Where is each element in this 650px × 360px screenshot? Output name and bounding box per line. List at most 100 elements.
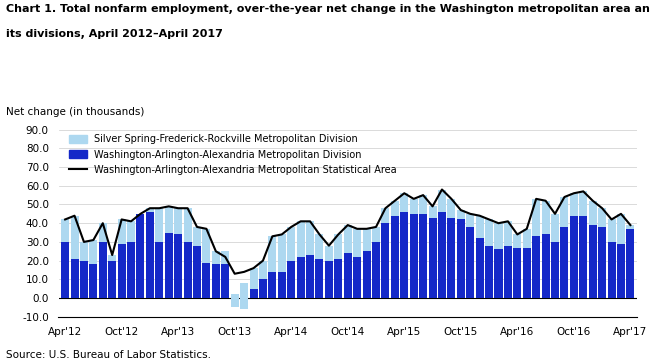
Bar — [579, 216, 588, 298]
Bar — [598, 227, 606, 298]
Bar — [183, 208, 192, 242]
Bar — [589, 201, 597, 225]
Bar — [164, 233, 173, 298]
Bar — [485, 220, 493, 246]
Bar — [61, 220, 69, 242]
Bar — [212, 264, 220, 298]
Bar — [382, 208, 389, 223]
Bar — [523, 248, 531, 298]
Text: Source: U.S. Bureau of Labor Statistics.: Source: U.S. Bureau of Labor Statistics. — [6, 350, 211, 360]
Bar — [570, 193, 578, 216]
Bar — [551, 242, 559, 298]
Bar — [70, 259, 79, 298]
Bar — [541, 201, 550, 234]
Bar — [363, 229, 370, 251]
Bar — [315, 234, 324, 259]
Bar — [372, 227, 380, 242]
Bar — [400, 193, 408, 212]
Bar — [325, 246, 333, 261]
Bar — [268, 272, 276, 298]
Bar — [457, 220, 465, 298]
Bar — [457, 210, 465, 220]
Bar — [532, 236, 540, 298]
Bar — [485, 246, 493, 298]
Bar — [174, 234, 182, 298]
Bar — [391, 216, 399, 298]
Bar — [296, 221, 305, 257]
Bar — [278, 272, 286, 298]
Bar — [136, 214, 144, 298]
Bar — [99, 242, 107, 298]
Bar — [382, 223, 389, 298]
Bar — [146, 208, 154, 212]
Bar — [438, 189, 446, 212]
Bar — [268, 236, 276, 272]
Bar — [617, 214, 625, 244]
Bar — [344, 225, 352, 253]
Bar — [334, 234, 343, 259]
Bar — [363, 251, 370, 298]
Bar — [391, 201, 399, 216]
Legend: Silver Spring-Frederick-Rockville Metropolitan Division, Washington-Arlington-Al: Silver Spring-Frederick-Rockville Metrop… — [69, 135, 397, 175]
Bar — [99, 223, 107, 242]
Bar — [579, 192, 588, 216]
Bar — [523, 229, 531, 248]
Bar — [353, 229, 361, 257]
Bar — [287, 261, 295, 298]
Bar — [146, 212, 154, 298]
Bar — [287, 227, 295, 261]
Bar — [231, 294, 239, 307]
Bar — [118, 244, 125, 298]
Bar — [410, 214, 418, 298]
Bar — [108, 261, 116, 298]
Bar — [240, 298, 248, 309]
Bar — [617, 244, 625, 298]
Bar — [250, 268, 257, 289]
Bar — [504, 221, 512, 246]
Bar — [598, 208, 606, 227]
Bar — [278, 234, 286, 272]
Bar — [164, 206, 173, 233]
Bar — [221, 251, 229, 264]
Bar — [608, 220, 616, 242]
Bar — [551, 214, 559, 242]
Bar — [608, 242, 616, 298]
Bar — [250, 289, 257, 298]
Bar — [155, 242, 163, 298]
Bar — [419, 214, 427, 298]
Bar — [541, 234, 550, 298]
Bar — [202, 262, 211, 298]
Text: Net change (in thousands): Net change (in thousands) — [6, 107, 145, 117]
Bar — [221, 264, 229, 298]
Bar — [419, 195, 427, 214]
Bar — [89, 264, 98, 298]
Bar — [193, 246, 201, 298]
Bar — [514, 248, 521, 298]
Bar — [259, 261, 267, 279]
Bar — [495, 249, 502, 298]
Bar — [127, 242, 135, 298]
Bar — [183, 242, 192, 298]
Bar — [212, 251, 220, 264]
Bar — [560, 197, 569, 227]
Bar — [61, 242, 69, 298]
Bar — [80, 261, 88, 298]
Bar — [560, 227, 569, 298]
Bar — [296, 257, 305, 298]
Bar — [259, 279, 267, 298]
Bar — [447, 199, 456, 217]
Bar — [80, 242, 88, 261]
Bar — [570, 216, 578, 298]
Bar — [438, 212, 446, 298]
Bar — [334, 259, 343, 298]
Bar — [504, 246, 512, 298]
Bar — [495, 223, 502, 249]
Bar — [202, 229, 211, 262]
Bar — [306, 221, 314, 255]
Bar — [627, 229, 634, 298]
Bar — [155, 208, 163, 242]
Bar — [240, 283, 248, 309]
Text: its divisions, April 2012–April 2017: its divisions, April 2012–April 2017 — [6, 29, 224, 39]
Bar — [89, 240, 98, 264]
Bar — [174, 208, 182, 234]
